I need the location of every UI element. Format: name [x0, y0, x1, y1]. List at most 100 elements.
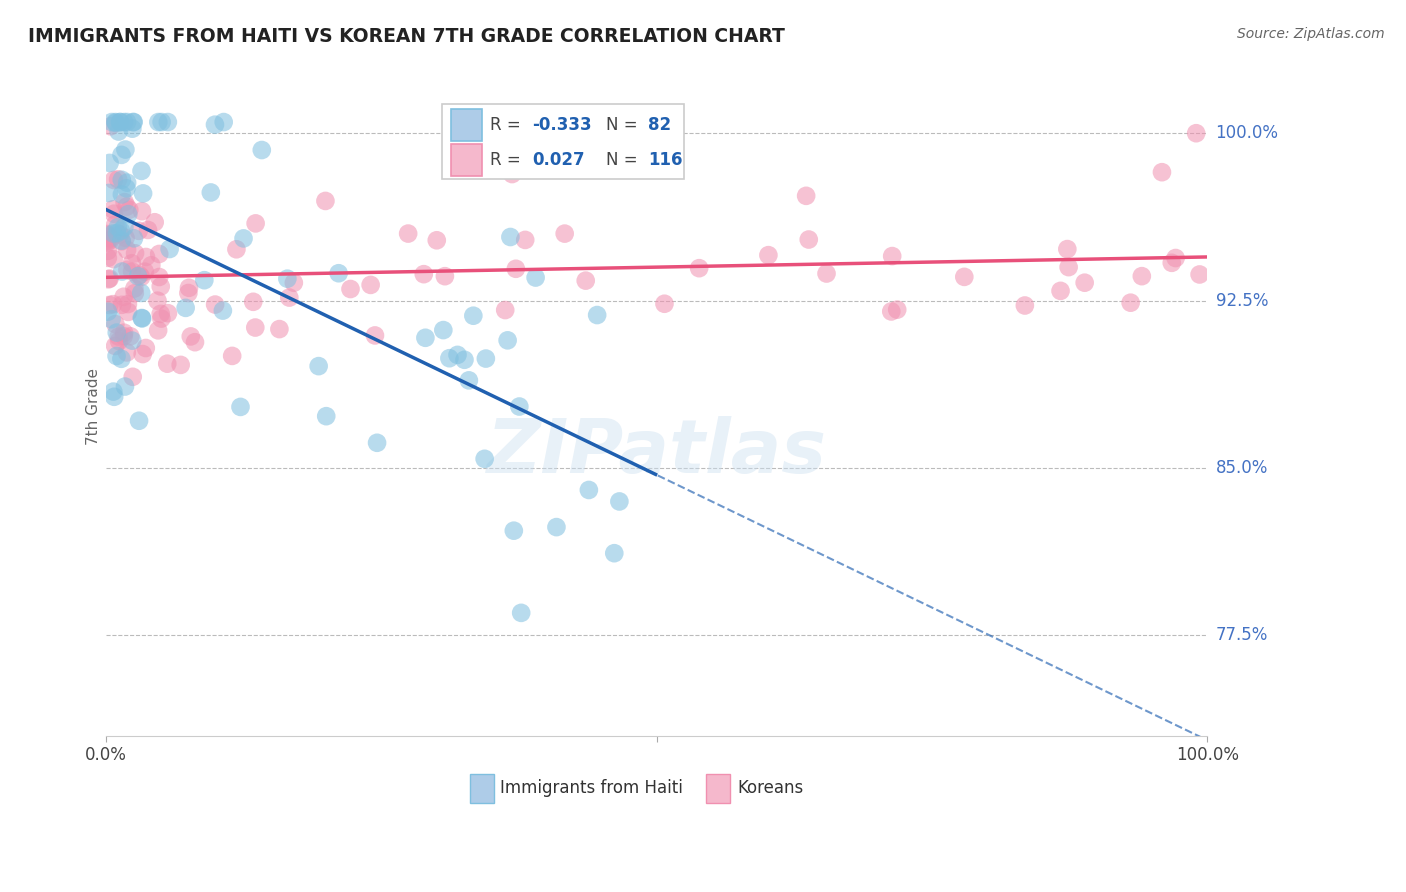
Point: [308, 359, 330, 373]
Point: [115, 243, 138, 257]
Point: [315, 409, 337, 424]
Point: [502, 524, 524, 538]
Point: [426, 233, 449, 247]
Text: 0.027: 0.027: [533, 151, 585, 169]
Point: [103, 227, 125, 241]
Point: [1014, 298, 1036, 312]
Point: [112, 115, 135, 129]
Point: [121, 369, 143, 384]
Point: [432, 323, 454, 337]
Point: [276, 271, 298, 285]
Point: [111, 264, 134, 278]
Point: [96, 234, 118, 248]
Point: [439, 351, 461, 366]
Point: [510, 606, 533, 620]
Point: [546, 520, 568, 534]
Point: [101, 115, 124, 129]
Point: [104, 339, 127, 353]
Point: [121, 264, 143, 278]
Point: [135, 250, 157, 264]
Point: [141, 258, 163, 272]
Point: [105, 326, 128, 340]
Text: 116: 116: [648, 151, 682, 169]
Point: [111, 235, 134, 249]
Point: [103, 207, 125, 221]
Text: Source: ZipAtlas.com: Source: ZipAtlas.com: [1237, 27, 1385, 41]
Point: [129, 270, 152, 285]
Point: [221, 349, 243, 363]
Point: [1188, 268, 1211, 282]
Point: [880, 304, 903, 318]
FancyBboxPatch shape: [441, 103, 685, 179]
Text: R =: R =: [491, 151, 526, 169]
Point: [97, 244, 120, 258]
Point: [453, 352, 475, 367]
Point: [169, 358, 191, 372]
Point: [104, 115, 127, 129]
Point: [128, 268, 150, 282]
Point: [364, 328, 387, 343]
Point: [117, 262, 139, 277]
Point: [143, 215, 166, 229]
Point: [245, 216, 267, 230]
Point: [131, 311, 153, 326]
Point: [122, 115, 145, 129]
Point: [609, 494, 631, 508]
Point: [794, 189, 817, 203]
Point: [110, 224, 132, 238]
Point: [97, 304, 120, 318]
Point: [1130, 269, 1153, 284]
Point: [815, 267, 838, 281]
Point: [118, 202, 141, 217]
Point: [115, 115, 138, 129]
Point: [314, 194, 336, 208]
Point: [174, 301, 197, 315]
Point: [112, 290, 135, 304]
Text: N =: N =: [606, 116, 643, 134]
Point: [463, 309, 485, 323]
Bar: [706, 773, 731, 803]
Text: IMMIGRANTS FROM HAITI VS KOREAN 7TH GRADE CORRELATION CHART: IMMIGRANTS FROM HAITI VS KOREAN 7TH GRAD…: [28, 27, 785, 45]
Point: [110, 234, 132, 248]
Text: Koreans: Koreans: [737, 780, 803, 797]
Point: [146, 323, 169, 337]
Point: [148, 270, 170, 285]
Point: [115, 181, 138, 195]
Point: [159, 242, 181, 256]
Point: [499, 230, 522, 244]
Point: [1049, 284, 1071, 298]
Point: [96, 227, 118, 241]
Point: [124, 281, 146, 295]
Point: [114, 195, 136, 210]
Point: [328, 266, 350, 280]
Point: [107, 172, 129, 186]
Point: [433, 269, 456, 284]
Point: [114, 143, 136, 157]
Point: [98, 271, 121, 285]
Point: [575, 274, 598, 288]
Point: [148, 247, 170, 261]
Point: [797, 233, 820, 247]
Point: [150, 115, 173, 129]
Point: [1119, 295, 1142, 310]
Point: [96, 228, 118, 243]
Point: [229, 400, 252, 414]
Bar: [451, 144, 482, 176]
Point: [212, 303, 235, 318]
Point: [131, 347, 153, 361]
Point: [156, 306, 179, 320]
Point: [112, 329, 135, 343]
Point: [366, 435, 388, 450]
Point: [148, 115, 170, 129]
Point: [180, 329, 202, 343]
Point: [124, 286, 146, 301]
Point: [105, 226, 128, 240]
Point: [124, 246, 146, 260]
Point: [97, 230, 120, 244]
Point: [578, 483, 600, 497]
Point: [107, 329, 129, 343]
Point: [121, 334, 143, 348]
Point: [98, 156, 121, 170]
Text: Immigrants from Haiti: Immigrants from Haiti: [501, 780, 683, 797]
Point: [115, 345, 138, 359]
